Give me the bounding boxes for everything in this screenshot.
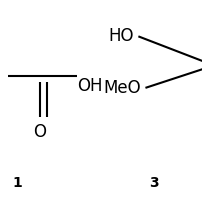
Text: O: O xyxy=(33,123,46,141)
Text: 3: 3 xyxy=(149,176,158,190)
Text: MeO: MeO xyxy=(103,79,141,97)
Text: OH: OH xyxy=(77,77,102,95)
Text: HO: HO xyxy=(108,27,134,45)
Text: 1: 1 xyxy=(12,176,22,190)
